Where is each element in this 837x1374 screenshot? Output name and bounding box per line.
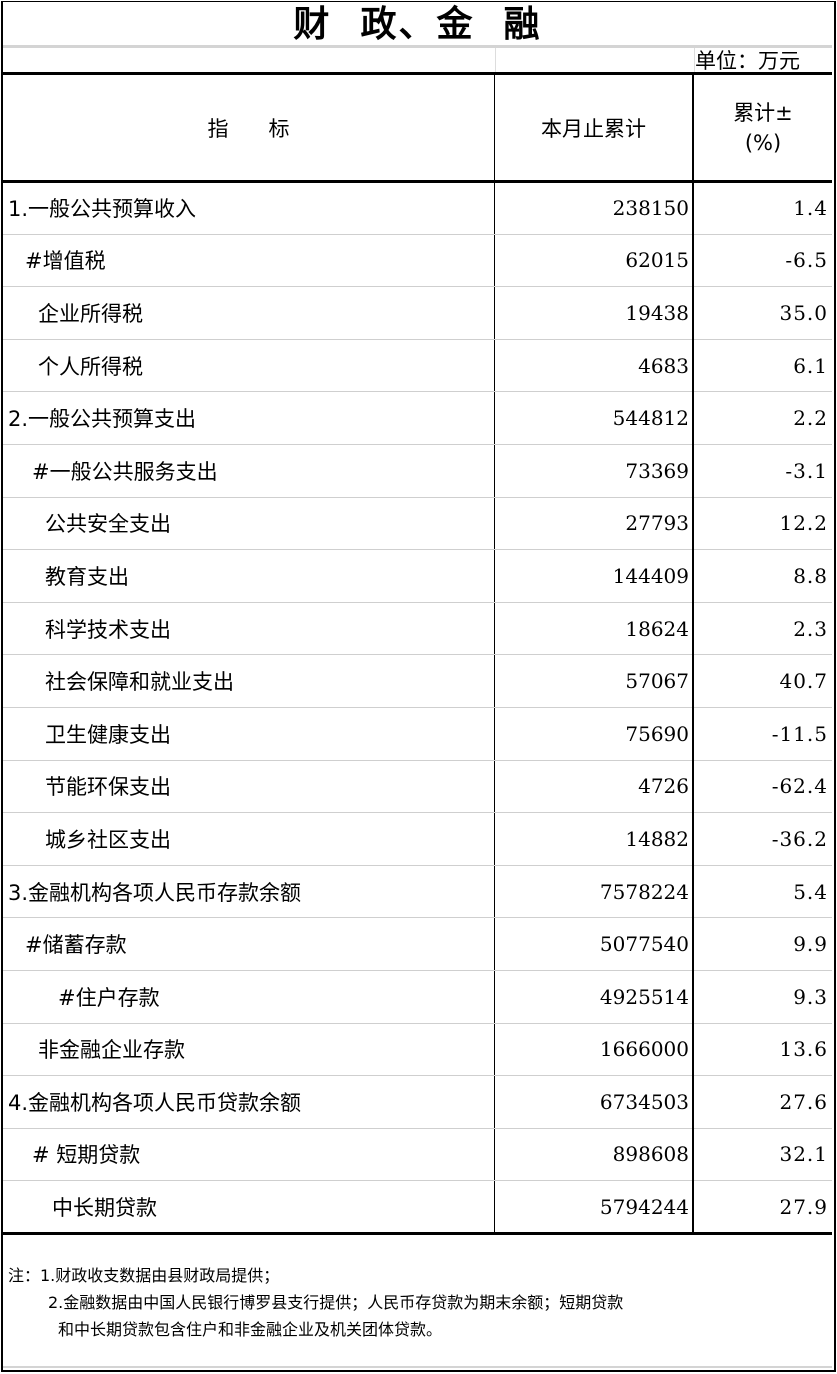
row-label: 城乡社区支出	[3, 812, 495, 866]
table-row: 3.金融机构各项人民币存款余额 7578224 5.4	[3, 865, 832, 919]
row-label: 3.金融机构各项人民币存款余额	[3, 865, 495, 919]
table-row: 个人所得税 4683 6.1	[3, 339, 832, 393]
row-value: 898608	[494, 1128, 693, 1182]
row-label: 个人所得税	[3, 339, 495, 393]
row-label: 教育支出	[3, 549, 495, 603]
table-row: 社会保障和就业支出 57067 40.7	[3, 654, 832, 708]
row-value: 5077540	[494, 917, 693, 971]
table-row: 中长期贷款 5794244 27.9	[3, 1180, 832, 1235]
data-table: 指 标 本月止累计 累计± (%) 1.一般公共预算收入 238150 1.4 #增值…	[3, 72, 832, 1235]
row-value: 27793	[494, 497, 693, 551]
table-row: 4.金融机构各项人民币贷款余额 6734503 27.6	[3, 1075, 832, 1129]
table-row: 城乡社区支出 14882 -36.2	[3, 812, 832, 866]
row-label: #一般公共服务支出	[3, 444, 495, 498]
note-1: 注：1.财政收支数据由县财政局提供；	[8, 1266, 280, 1285]
table-row: 节能环保支出 4726 -62.4	[3, 760, 832, 814]
row-label: 非金融企业存款	[3, 1023, 495, 1077]
row-label: 科学技术支出	[3, 602, 495, 656]
table-row: 企业所得税 19438 35.0	[3, 286, 832, 340]
row-label: 中长期贷款	[3, 1180, 495, 1235]
row-value: 238150	[494, 181, 693, 235]
row-label: 1.一般公共预算收入	[3, 181, 495, 235]
table-row: 科学技术支出 18624 2.3	[3, 602, 832, 656]
row-label: 4.金融机构各项人民币贷款余额	[3, 1075, 495, 1129]
row-change: -3.1	[692, 444, 832, 498]
row-value: 1666000	[494, 1023, 693, 1077]
table-row: 教育支出 144409 8.8	[3, 549, 832, 603]
row-change: 32.1	[692, 1128, 832, 1182]
divider	[495, 48, 496, 72]
header-indicator: 指 标	[3, 72, 495, 183]
row-change: -36.2	[692, 812, 832, 866]
row-change: 2.2	[692, 391, 832, 445]
row-value: 4683	[494, 339, 693, 393]
row-change: 5.4	[692, 865, 832, 919]
row-change: 6.1	[692, 339, 832, 393]
header-change: 累计± (%)	[692, 72, 832, 183]
table-row: #储蓄存款 5077540 9.9	[3, 917, 832, 971]
row-change: -11.5	[692, 707, 832, 761]
table-row: #增值税 62015 -6.5	[3, 234, 832, 288]
row-change: 9.9	[692, 917, 832, 971]
row-value: 62015	[494, 234, 693, 288]
row-value: 6734503	[494, 1075, 693, 1129]
row-change: -6.5	[692, 234, 832, 288]
header-cumulative: 本月止累计	[494, 72, 693, 183]
row-label: 社会保障和就业支出	[3, 654, 495, 708]
row-change: 9.3	[692, 970, 832, 1024]
table-row: 卫生健康支出 75690 -11.5	[3, 707, 832, 761]
row-value: 75690	[494, 707, 693, 761]
row-change: 35.0	[692, 286, 832, 340]
row-value: 19438	[494, 286, 693, 340]
row-change: 8.8	[692, 549, 832, 603]
row-label: 卫生健康支出	[3, 707, 495, 761]
table-row: # 短期贷款 898608 32.1	[3, 1128, 832, 1182]
page-title: 财 政、金 融	[3, 3, 832, 48]
row-value: 5794244	[494, 1180, 693, 1235]
row-label: 节能环保支出	[3, 760, 495, 814]
row-change: 1.4	[692, 181, 832, 235]
row-label: 企业所得税	[3, 286, 495, 340]
unit-label: 单位：万元	[695, 49, 800, 73]
table-row: 非金融企业存款 1666000 13.6	[3, 1023, 832, 1077]
table-row: #一般公共服务支出 73369 -3.1	[3, 444, 832, 498]
notes: 注：1.财政收支数据由县财政局提供； 2.金融数据由中国人民银行博罗县支行提供；…	[8, 1262, 623, 1343]
row-value: 4925514	[494, 970, 693, 1024]
row-change: 40.7	[692, 654, 832, 708]
row-label: #增值税	[3, 234, 495, 288]
row-value: 14882	[494, 812, 693, 866]
row-value: 544812	[494, 391, 693, 445]
row-change: 13.6	[692, 1023, 832, 1077]
divider	[694, 48, 695, 72]
header-change-line2: (%)	[744, 130, 782, 155]
row-value: 57067	[494, 654, 693, 708]
row-value: 144409	[494, 549, 693, 603]
row-label: 公共安全支出	[3, 497, 495, 551]
note-2: 2.金融数据由中国人民银行博罗县支行提供；人民币存贷款为期末余额；短期贷款	[48, 1293, 624, 1312]
row-label: # 短期贷款	[3, 1128, 495, 1182]
note-3: 和中长期贷款包含住户和非金融企业及机关团体贷款。	[58, 1320, 443, 1339]
table-row: 公共安全支出 27793 12.2	[3, 497, 832, 551]
row-value: 7578224	[494, 865, 693, 919]
table-row: 2.一般公共预算支出 544812 2.2	[3, 391, 832, 445]
row-change: -62.4	[692, 760, 832, 814]
row-change: 27.9	[692, 1180, 832, 1235]
row-value: 18624	[494, 602, 693, 656]
row-change: 12.2	[692, 497, 832, 551]
table-row: #住户存款 4925514 9.3	[3, 970, 832, 1024]
row-label: 2.一般公共预算支出	[3, 391, 495, 445]
header-row: 指 标 本月止累计 累计± (%)	[3, 72, 832, 183]
row-change: 2.3	[692, 602, 832, 656]
row-value: 4726	[494, 760, 693, 814]
row-label: #储蓄存款	[3, 917, 495, 971]
row-value: 73369	[494, 444, 693, 498]
divider	[3, 1366, 832, 1368]
row-label: #住户存款	[3, 970, 495, 1024]
header-change-line1: 累计±	[733, 100, 793, 125]
header-indicator-text: 指 标	[207, 116, 290, 141]
table-row: 1.一般公共预算收入 238150 1.4	[3, 181, 832, 235]
row-change: 27.6	[692, 1075, 832, 1129]
